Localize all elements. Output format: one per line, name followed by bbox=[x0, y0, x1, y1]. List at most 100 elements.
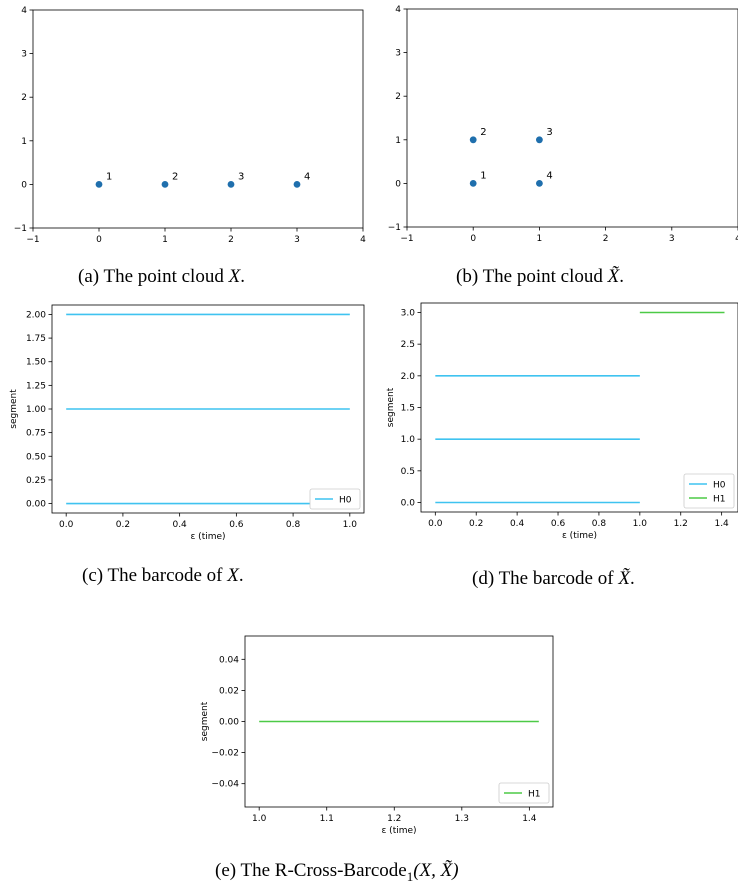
y-tick-label-c: 1.50 bbox=[26, 358, 46, 368]
y-tick-label-b: 2 bbox=[395, 92, 401, 102]
y-tick-label-c: 0.25 bbox=[26, 476, 46, 486]
x-tick-label-d: 1.4 bbox=[714, 519, 729, 529]
y-tick-label-b: 0 bbox=[395, 179, 401, 189]
chart-d: 0.0 0.2 0.4 0.6 0.8 1.0 1.2 1.4 0.0 0.5 1.0 1.5 2.0 2… bbox=[386, 302, 738, 541]
x-tick-label-a: −1 bbox=[26, 235, 39, 245]
x-tick-label-e: 1.4 bbox=[522, 814, 537, 824]
legend-label-e-H1: H1 bbox=[528, 790, 541, 800]
chart-c: 0.0 0.2 0.4 0.6 0.8 1.0 0.00 0.25 0.50 0.75 1.00 1.… bbox=[9, 304, 365, 542]
y-tick-label-c: 0.50 bbox=[26, 452, 46, 462]
x-tick-label-e: 1.0 bbox=[252, 814, 267, 824]
x-tick-label-c: 0.8 bbox=[286, 520, 301, 530]
y-tick-label-d: 2.0 bbox=[401, 372, 416, 382]
y-axis-label-c: segment bbox=[9, 389, 19, 429]
point-b-2 bbox=[469, 136, 477, 144]
y-axis-label-d: segment bbox=[386, 387, 396, 427]
x-tick-label-d: 1.0 bbox=[633, 519, 648, 529]
point-label-a-1: 1 bbox=[106, 171, 112, 182]
x-tick-label-b: −1 bbox=[400, 234, 413, 244]
y-tick-label-c: 0.00 bbox=[26, 500, 46, 510]
y-tick-label-b: 4 bbox=[395, 5, 401, 15]
point-b-3 bbox=[536, 136, 543, 144]
x-tick-label-c: 0.0 bbox=[59, 520, 74, 530]
legend-label-c-H0: H0 bbox=[339, 496, 352, 506]
y-tick-label-d: 3.0 bbox=[401, 309, 416, 319]
point-label-a-4: 4 bbox=[304, 171, 310, 182]
legend-box-e bbox=[498, 782, 550, 804]
y-tick-label-a: −1 bbox=[14, 224, 27, 234]
legend-c: H0 bbox=[309, 488, 361, 510]
y-tick-label-d: 2.5 bbox=[401, 340, 415, 350]
point-b-4 bbox=[536, 180, 543, 187]
y-tick-label-e: 0.00 bbox=[219, 718, 239, 728]
point-a-1 bbox=[95, 181, 103, 188]
y-tick-label-c: 1.75 bbox=[26, 334, 46, 344]
chart-b: −1 0 1 2 3 4 −1 0 1 2 3 4 1 2 3 4 bbox=[388, 5, 738, 244]
point-a-4 bbox=[293, 181, 301, 188]
x-tick-label-a: 1 bbox=[162, 235, 168, 245]
caption-c: (c) The barcode of X. bbox=[82, 565, 244, 586]
point-label-b-4: 4 bbox=[546, 170, 552, 181]
chart-a: −1 0 1 2 3 4 −1 0 1 2 3 4 1 2 3 4 bbox=[14, 6, 366, 245]
x-tick-label-d: 1.2 bbox=[674, 519, 688, 529]
point-label-a-2: 2 bbox=[172, 171, 178, 182]
y-tick-label-c: 1.00 bbox=[26, 405, 46, 415]
x-tick-label-d: 0.0 bbox=[428, 519, 443, 529]
x-axis-label-e: ε (time) bbox=[381, 826, 416, 836]
x-tick-label-c: 0.2 bbox=[116, 520, 130, 530]
x-tick-label-e: 1.1 bbox=[320, 814, 334, 824]
y-tick-label-a: 0 bbox=[21, 180, 27, 190]
y-tick-label-d: 1.0 bbox=[401, 435, 416, 445]
y-tick-label-d: 0.5 bbox=[401, 467, 415, 477]
x-tick-label-e: 1.3 bbox=[455, 814, 469, 824]
x-tick-label-c: 0.4 bbox=[172, 520, 187, 530]
x-tick-label-b: 3 bbox=[669, 234, 675, 244]
legend-e: H1 bbox=[498, 782, 550, 804]
x-tick-label-b: 2 bbox=[603, 234, 609, 244]
point-b-1 bbox=[469, 180, 477, 187]
caption-e: (e) The R-Cross-Barcode1(X, X̃) bbox=[215, 860, 459, 884]
y-tick-label-d: 1.5 bbox=[401, 404, 415, 414]
y-tick-label-a: 3 bbox=[21, 50, 27, 60]
x-tick-label-a: 4 bbox=[360, 235, 366, 245]
y-tick-label-e: 0.02 bbox=[219, 686, 239, 696]
caption-a: (a) The point cloud X. bbox=[78, 266, 245, 287]
legend-box-d bbox=[683, 473, 735, 509]
chart-e: 1.0 1.1 1.2 1.3 1.4 −0.04 −0.02 0.00 0.02 0.04 ε (… bbox=[200, 635, 554, 836]
x-tick-label-c: 0.6 bbox=[229, 520, 244, 530]
y-tick-label-d: 0.0 bbox=[401, 499, 416, 509]
x-tick-label-a: 3 bbox=[294, 235, 300, 245]
plot-frame-a bbox=[32, 9, 364, 229]
y-tick-label-b: 1 bbox=[395, 136, 401, 146]
point-label-b-2: 2 bbox=[480, 127, 486, 138]
caption-b: (b) The point cloud X̃. bbox=[456, 266, 624, 287]
x-tick-label-b: 4 bbox=[735, 234, 738, 244]
point-a-3 bbox=[227, 181, 235, 188]
x-tick-label-c: 1.0 bbox=[343, 520, 358, 530]
legend-box-c bbox=[309, 488, 361, 510]
x-tick-label-b: 1 bbox=[537, 234, 543, 244]
x-tick-label-a: 2 bbox=[228, 235, 234, 245]
y-tick-label-b: 3 bbox=[395, 49, 401, 59]
y-tick-label-e: −0.02 bbox=[211, 749, 239, 759]
point-label-b-1: 1 bbox=[480, 170, 486, 181]
point-label-b-3: 3 bbox=[546, 127, 552, 138]
legend-label-d-H1: H1 bbox=[713, 495, 726, 505]
y-tick-label-a: 1 bbox=[21, 137, 27, 147]
y-tick-label-c: 0.75 bbox=[26, 429, 46, 439]
plot-frame-b bbox=[406, 8, 738, 228]
x-axis-label-c: ε (time) bbox=[190, 532, 225, 542]
x-tick-label-d: 0.6 bbox=[551, 519, 566, 529]
legend-label-d-H0: H0 bbox=[713, 481, 726, 491]
x-tick-label-a: 0 bbox=[96, 235, 102, 245]
y-tick-label-a: 4 bbox=[21, 6, 27, 16]
y-tick-label-c: 2.00 bbox=[26, 310, 46, 320]
x-axis-label-d: ε (time) bbox=[562, 531, 597, 541]
x-tick-label-e: 1.2 bbox=[387, 814, 401, 824]
y-tick-label-c: 1.25 bbox=[26, 381, 46, 391]
caption-d: (d) The barcode of X̃. bbox=[472, 568, 635, 589]
y-tick-label-e: 0.04 bbox=[219, 655, 239, 665]
y-tick-label-e: −0.04 bbox=[211, 780, 239, 790]
point-a-2 bbox=[161, 181, 169, 188]
